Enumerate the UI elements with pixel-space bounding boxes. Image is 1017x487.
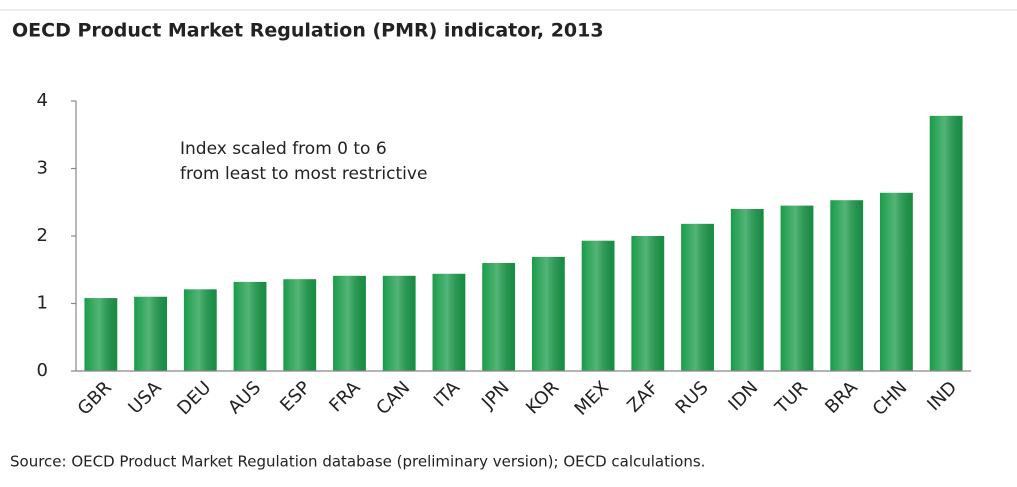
bar-shine <box>233 281 267 371</box>
x-tick-label: IND <box>923 377 961 415</box>
annotation: from least to most restrictive <box>180 164 427 184</box>
y-tick-label: 2 <box>37 225 48 246</box>
bar-shine <box>730 209 764 371</box>
bar-shine <box>830 200 864 371</box>
bar-shine <box>880 192 913 371</box>
x-tick-label: ITA <box>430 377 465 412</box>
bar-shine <box>482 263 516 371</box>
x-tick-label: FRA <box>325 377 365 417</box>
x-tick-label: DEU <box>173 377 215 419</box>
bar-shine <box>84 298 118 371</box>
x-tick-label: BRA <box>821 377 862 418</box>
x-tick-label: CAN <box>372 377 414 419</box>
bar-shine <box>531 256 565 371</box>
y-tick-label: 4 <box>37 90 48 111</box>
x-tick-label: RUS <box>672 377 713 418</box>
source-note: Source: OECD Product Market Regulation d… <box>10 453 705 471</box>
bar-shine <box>283 279 317 371</box>
x-tick-label: AUS <box>224 377 265 418</box>
bar-shine <box>681 223 714 371</box>
bar-shine <box>134 296 167 371</box>
x-tick-label: ZAF <box>623 377 663 417</box>
x-tick-label: TUR <box>771 377 812 418</box>
x-tick-label: MEX <box>571 377 614 420</box>
chart-title: OECD Product Market Regulation (PMR) ind… <box>12 20 604 42</box>
y-tick-label: 0 <box>37 360 48 381</box>
bar-shine <box>780 205 814 371</box>
x-tick-label: USA <box>124 377 166 419</box>
x-tick-label: CHN <box>869 377 912 420</box>
y-tick-label: 1 <box>37 293 48 314</box>
bar-shine <box>631 236 665 371</box>
bar-shine <box>333 275 366 371</box>
bar-shine <box>382 275 416 371</box>
bar-shine <box>432 273 466 371</box>
bar-shine <box>929 115 963 371</box>
bar-shine <box>581 240 615 371</box>
x-tick-label: GBR <box>74 377 116 419</box>
x-tick-label: IDN <box>724 377 762 415</box>
x-tick-label: JPN <box>477 377 514 414</box>
bar-shine <box>183 289 217 371</box>
x-tick-label: ESP <box>276 377 315 416</box>
x-tick-label: KOR <box>522 377 563 418</box>
annotation: Index scaled from 0 to 6 <box>180 139 387 159</box>
y-tick-label: 3 <box>37 158 48 179</box>
